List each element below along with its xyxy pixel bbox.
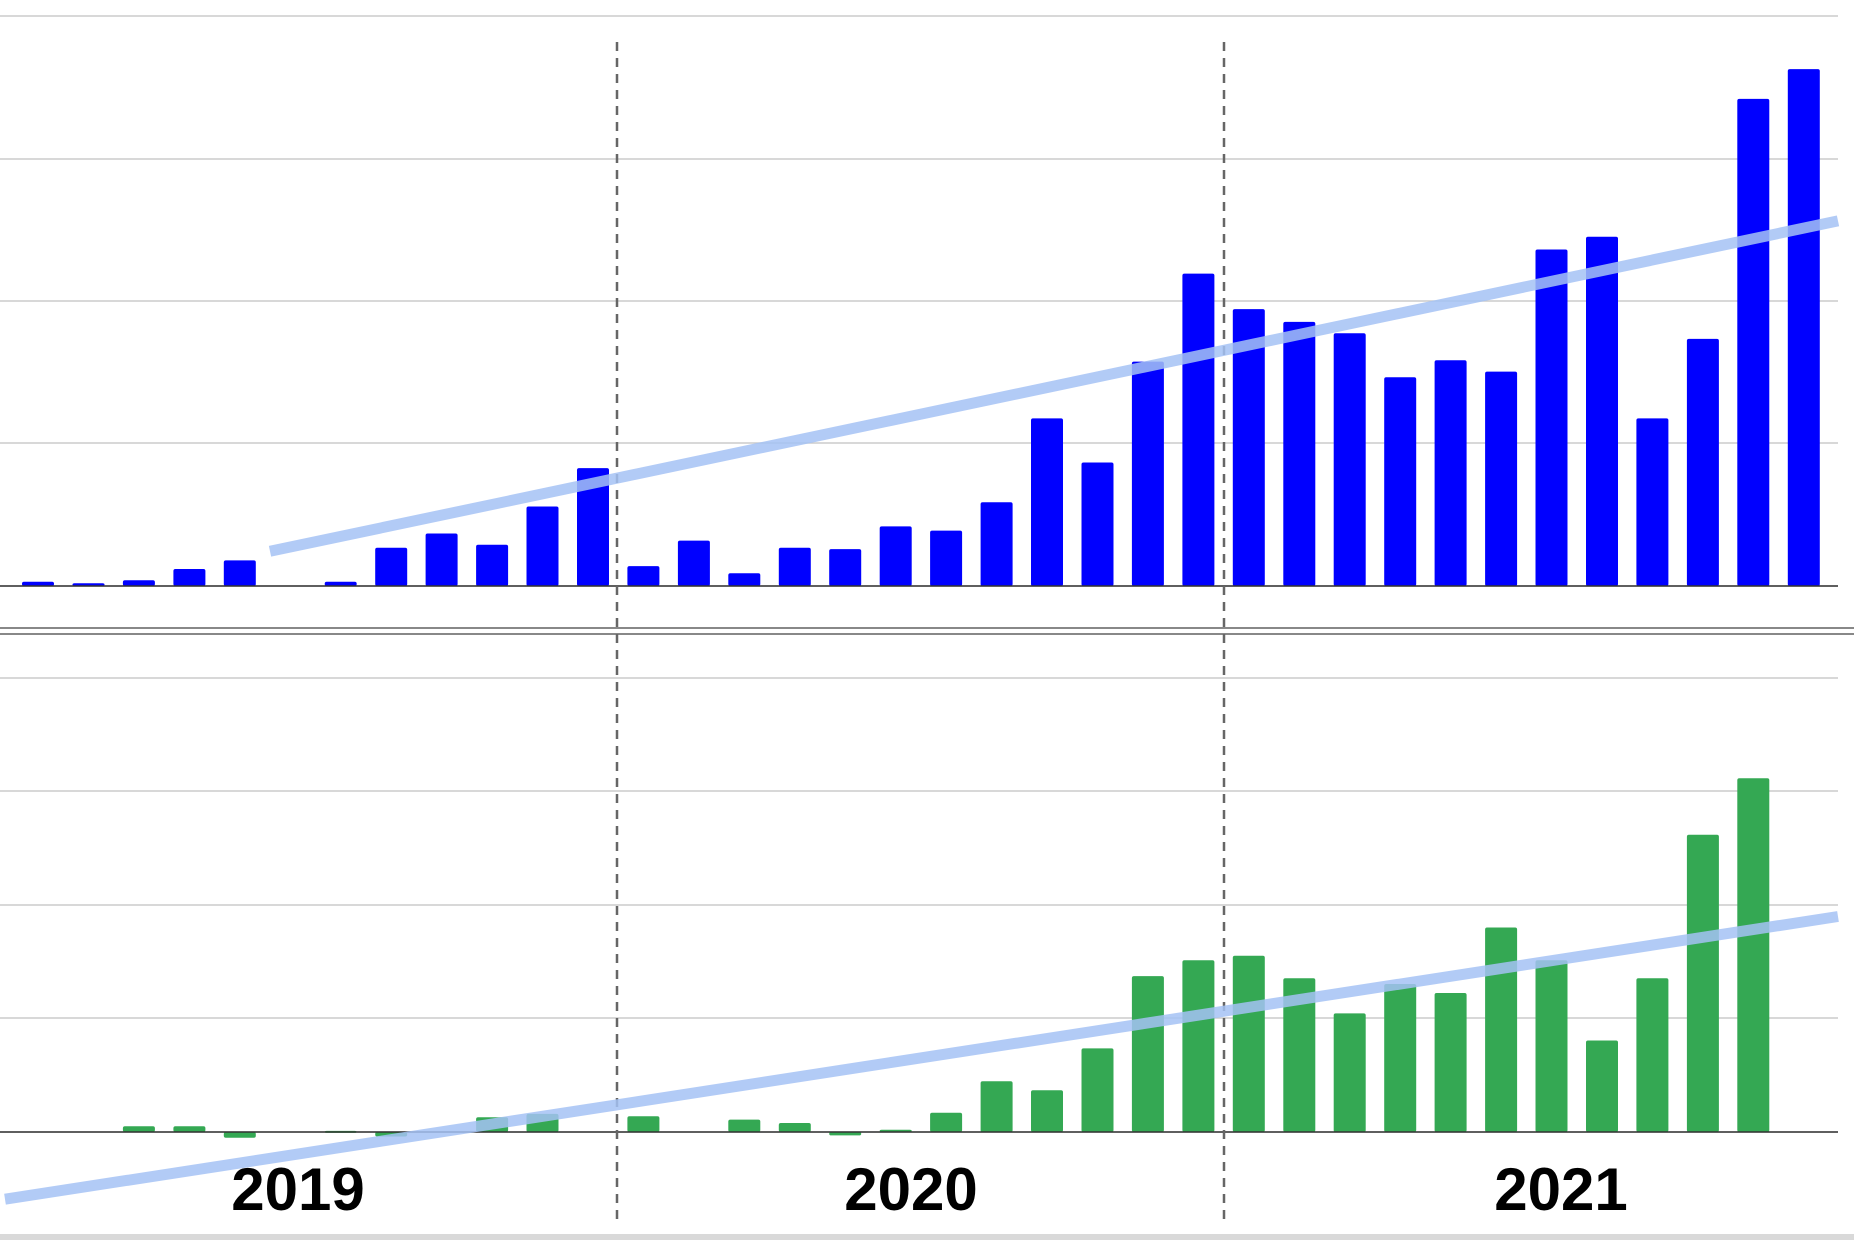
bar-2020-06	[879, 526, 912, 586]
bar-2019-03	[122, 580, 155, 586]
bar-2019-03	[122, 1126, 155, 1132]
bar-2020-11	[1131, 976, 1164, 1132]
bar-2019-08	[375, 547, 408, 586]
bar-2020-05	[829, 549, 862, 586]
bar-2021-09	[1636, 418, 1669, 586]
bar-2020-04	[778, 547, 811, 586]
bottom-bars	[122, 778, 1770, 1138]
trend-line	[268, 215, 1840, 557]
bar-2020-07	[930, 530, 963, 586]
bar-2021-12	[1787, 69, 1820, 587]
year-label-2020: 2020	[844, 1156, 977, 1223]
bar-2021-03	[1333, 1013, 1366, 1133]
bar-2019-10	[476, 544, 509, 586]
bar-2020-08	[980, 1081, 1013, 1133]
bar-2019-05	[223, 1132, 256, 1138]
trend-line	[4, 911, 1839, 1205]
bar-2021-02	[1283, 321, 1316, 586]
bar-2020-03	[728, 1119, 761, 1132]
trend-lines	[4, 215, 1840, 1205]
bar-2019-07	[324, 581, 357, 586]
bar-2019-01	[22, 581, 54, 586]
bar-2019-12	[577, 468, 609, 586]
bar-2021-04	[1384, 377, 1417, 586]
bar-2019-05	[223, 560, 256, 586]
bar-2021-01	[1232, 955, 1265, 1132]
bar-2021-08	[1586, 236, 1618, 586]
bar-2020-10	[1081, 1048, 1114, 1132]
bar-2020-11	[1131, 361, 1164, 586]
bar-2021-07	[1535, 249, 1568, 586]
bar-2019-04	[173, 1126, 206, 1132]
bar-2021-07	[1535, 960, 1568, 1132]
bar-2020-12	[1182, 960, 1215, 1132]
bar-2019-09	[425, 533, 458, 586]
bar-2021-03	[1333, 333, 1366, 586]
bar-2020-12	[1182, 273, 1215, 586]
bar-2021-11	[1737, 98, 1770, 587]
bar-2020-09	[1031, 418, 1063, 586]
bar-2020-08	[980, 502, 1013, 586]
bar-2020-01	[627, 1116, 660, 1132]
year-label-2021: 2021	[1494, 1156, 1627, 1223]
bar-2021-06	[1485, 371, 1518, 586]
bar-2020-02	[677, 540, 710, 586]
bar-2020-09	[1031, 1090, 1063, 1132]
bar-2021-04	[1384, 984, 1417, 1132]
top-bars	[22, 69, 1820, 587]
bar-2020-05	[829, 1132, 862, 1136]
bar-2021-02	[1283, 978, 1316, 1132]
axes	[0, 585, 1854, 1240]
bar-2020-01	[627, 566, 660, 586]
bar-2021-06	[1485, 927, 1518, 1132]
bar-2020-10	[1081, 462, 1114, 586]
bar-2020-07	[930, 1112, 963, 1132]
bar-2019-04	[173, 569, 206, 586]
bar-2020-04	[778, 1123, 811, 1132]
bar-2019-11	[526, 506, 559, 586]
year-separators	[615, 42, 1226, 1220]
bar-2021-05	[1434, 993, 1467, 1132]
bar-2021-10	[1686, 834, 1719, 1132]
bar-2021-05	[1434, 360, 1467, 586]
bar-2021-10	[1686, 338, 1719, 586]
bar-2021-08	[1586, 1040, 1618, 1132]
bar-2021-09	[1636, 978, 1669, 1132]
bar-2021-11	[1737, 778, 1770, 1132]
bar-2020-03	[728, 573, 761, 586]
bar-2021-01	[1232, 309, 1265, 586]
bottom-border	[0, 1234, 1854, 1240]
year-label-2019: 2019	[231, 1156, 364, 1223]
